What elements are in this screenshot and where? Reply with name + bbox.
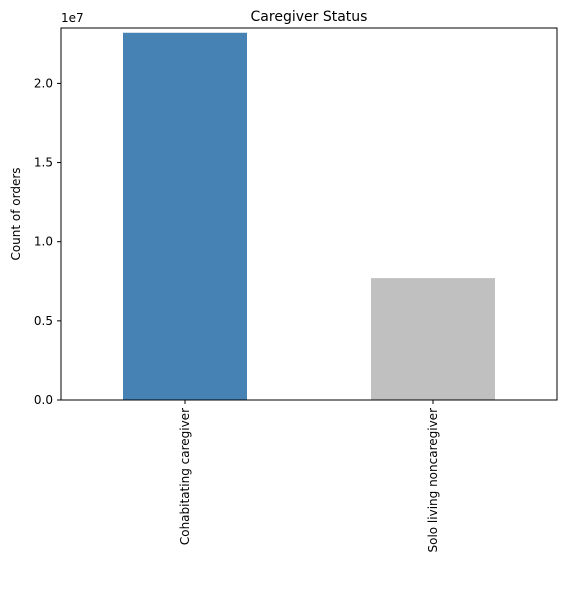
plot-frame	[60, 27, 558, 401]
axis-layer: Cohabitating caregiver Solo living noncar…	[34, 76, 440, 552]
y-tick-label: 2.0	[34, 76, 53, 90]
plot-layer	[123, 32, 495, 401]
chart-title: Caregiver Status	[251, 9, 368, 25]
y-tick-label: 1.0	[34, 235, 53, 249]
y-axis-label: Count of orders	[9, 167, 23, 260]
bar-solo-living-noncaregiver	[371, 278, 495, 400]
bar-cohabitating-caregiver	[123, 32, 247, 401]
x-tick-label: Cohabitating caregiver	[178, 408, 192, 545]
y-tick-label: 0.0	[34, 393, 53, 407]
y-axis-offset-label: 1e7	[61, 11, 84, 25]
y-tick-label: 0.5	[34, 314, 53, 328]
x-tick-label: Solo living noncaregiver	[426, 408, 440, 553]
y-tick-label: 1.5	[34, 156, 53, 170]
